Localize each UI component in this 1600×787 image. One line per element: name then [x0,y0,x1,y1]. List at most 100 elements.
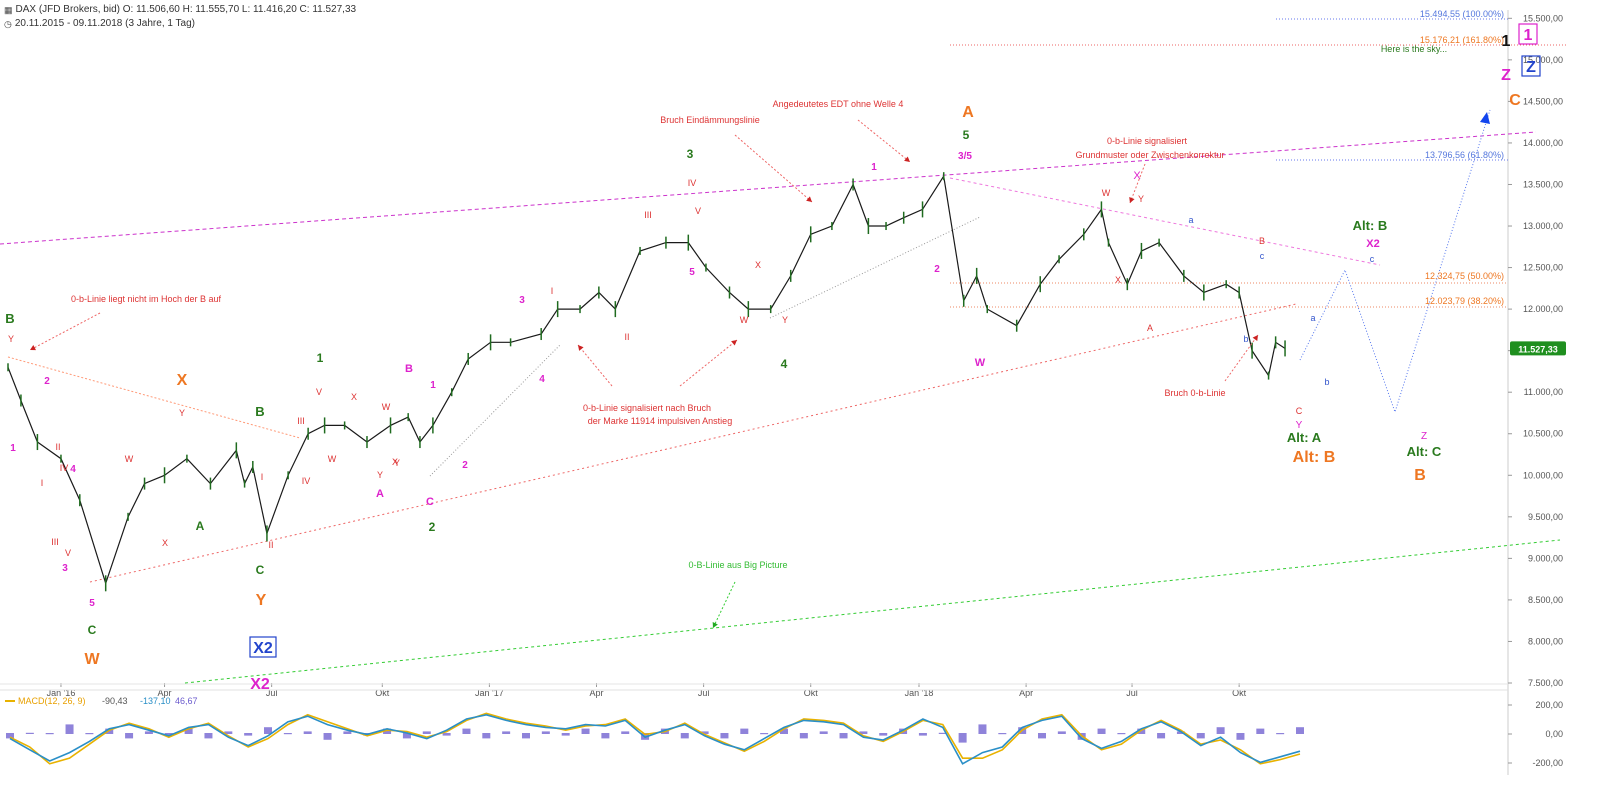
wave-label: C [1509,92,1521,109]
annotation-arrow [1129,163,1146,204]
macd-histogram-bar [621,731,630,734]
macd-histogram-bar [1157,733,1166,739]
wave-label: B [405,363,413,375]
macd-histogram-bar [1057,731,1066,734]
boxed-wave-frame [1518,23,1538,45]
annotation-arrowhead [904,156,910,162]
annotation-text: 0-b-Linie signalisiert [1107,136,1188,146]
y-tick-label: 11.000,00 [1524,387,1563,397]
wave-label: V [695,206,701,216]
wave-label: X [177,372,188,389]
macd-histogram-bar [323,733,332,740]
wave-label: X [1115,275,1121,285]
gray-trend-line-2 [769,216,981,319]
wave-label: IV [302,476,311,486]
annotation-text: 0-b-Linie liegt nicht im Hoch der B auf [71,294,222,304]
wave-label: X2 [1366,238,1379,250]
wave-label: A [1147,323,1153,333]
wave-label: Y [1296,420,1303,431]
wave-label: Y [8,334,14,344]
y-tick-label: 13.000,00 [1523,221,1563,231]
annotation-arrowhead [1129,197,1135,203]
wave-label: B [1414,467,1426,484]
wave-label: C [256,563,265,577]
big-picture-0-b-line [184,539,1561,684]
wave-label: Z [1501,67,1511,84]
macd-histogram-bar [978,724,987,734]
x-tick-label: Jul [266,688,278,698]
wave-label: B [1259,236,1265,246]
wave-label: W [740,315,749,325]
macd-histogram-bar [740,728,749,734]
chart-logo-icon: ▦ [4,5,13,15]
projection-arrow [1480,112,1490,124]
annotation-arrowhead [578,345,584,351]
wave-label: X [351,392,357,402]
macd-histogram-bar [1256,728,1265,734]
annotation-arrowhead [806,196,812,202]
macd-legend-value-2: -137,10 [140,696,171,706]
wave-label: B [5,311,14,326]
wave-label: a [1310,313,1315,323]
annotation-text: Here is the sky... [1381,44,1447,54]
macd-histogram-bar [283,733,292,735]
wave-label: Y [179,408,185,418]
last-price-tag-bg [1510,341,1566,356]
macd-histogram-bar [541,731,550,734]
wave-label: 4 [539,374,545,385]
macd-histogram-bar [1038,733,1046,739]
annotation-arrow [857,119,911,163]
wave-label: X [755,260,761,270]
annotation-text: Angedeutetes EDT ohne Welle 4 [773,99,904,109]
wave-label: Y [256,592,267,609]
macd-histogram-bar [819,731,828,734]
macd-histogram-bar [1117,733,1126,735]
wave-label: W [975,357,986,369]
instrument-title: DAX (JFD Brokers, bid) O: 11.506,60 H: 1… [15,4,357,15]
macd-legend-name: MACD(12, 26, 9) [18,696,86,706]
macd-main-line [9,713,1301,765]
period-info: 20.11.2015 - 09.11.2018 (3 Jahre, 1 Tag) [14,18,195,29]
wave-label: A [376,488,384,500]
wave-label: 2 [934,264,940,275]
x-tick-label: Jan '17 [475,688,504,698]
macd-histogram-bar [6,733,14,739]
y-tick-label: 12.500,00 [1523,263,1563,273]
macd-histogram-bar [958,733,967,743]
wave-label: II [624,332,629,342]
macd-legend-value-3: 46,67 [175,696,198,706]
wave-label: 2 [462,460,468,471]
macd-histogram-bar [859,731,868,734]
wave-label: W [382,402,391,412]
macd-histogram-bar [700,731,709,734]
y-tick-label: 9.000,00 [1528,553,1563,563]
x-tick-label: Jan '16 [47,688,76,698]
wave-label: 1 [317,351,324,365]
y-tick-label: 7.500,00 [1528,678,1563,688]
y-tick-label: 15.000,00 [1523,55,1563,65]
b-0-b-line [7,356,301,439]
wave-label: A [962,104,974,121]
annotation-arrow [734,134,813,203]
macd-histogram-bar [998,733,1007,735]
annotation-text: Grundmuster oder Zwischenkorrektur [1075,150,1224,160]
macd-histogram-bar [1236,733,1245,740]
annotation-text: Bruch 0-b-Linie [1164,388,1225,398]
wave-label: 3 [62,563,68,574]
wave-label: C [1296,406,1303,416]
wave-label: 2 [429,520,436,534]
wave-label: Y [1138,194,1144,204]
annotation-arrowhead [30,344,36,351]
y-tick-label: 14.000,00 [1523,138,1563,148]
y-tick-label: 9.500,00 [1528,512,1563,522]
annotation-arrowhead [731,340,737,346]
macd-histogram-bar [25,732,34,734]
macd-tick-label: 200,00 [1535,700,1563,710]
macd-histogram-bar [522,733,530,739]
fib-level-label: 12.324,75 (50.00%) [1425,271,1504,281]
macd-histogram-bar [224,731,233,734]
lower-0-b-line [89,303,1297,583]
wave-label: X [1133,170,1141,182]
macd-histogram-bar [601,733,610,739]
